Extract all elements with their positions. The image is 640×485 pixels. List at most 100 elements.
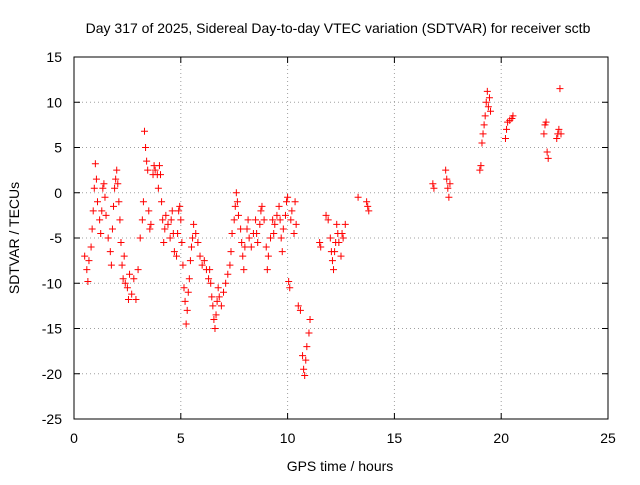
data-point [322,211,330,219]
data-point [183,306,191,314]
data-point [275,202,283,210]
data-point [198,261,206,269]
data-point [540,130,548,138]
data-point [253,229,261,237]
data-point [303,343,311,351]
data-point [81,252,89,260]
y-tick-label: -20 [42,366,62,382]
data-point [87,243,95,251]
data-point [430,184,438,192]
data-point [341,220,349,228]
data-point [240,266,248,274]
data-point [164,220,172,228]
data-point [338,229,346,237]
data-point [134,266,142,274]
data-point [85,257,93,265]
data-point [139,198,147,206]
data-point [168,207,176,215]
y-tick-label: 15 [46,49,62,65]
data-point [277,234,285,242]
data-point [119,275,127,283]
data-point [264,252,272,260]
data-point [252,216,260,224]
data-point [154,184,162,192]
data-point [176,202,184,210]
data-point [544,154,552,162]
data-point [231,202,239,210]
data-point [509,112,517,120]
data-point [501,134,509,142]
data-point [482,98,490,106]
data-point [285,277,293,285]
data-point [267,234,275,242]
data-point [178,239,186,247]
data-point [247,243,255,251]
x-tick-label: 15 [387,430,403,446]
data-point [483,87,491,95]
data-point [145,207,153,215]
data-point [296,306,304,314]
data-point [337,252,345,260]
data-point [209,302,217,310]
data-point [83,266,91,274]
data-point [227,248,235,256]
data-point [224,270,232,278]
data-point [128,290,136,298]
data-point [286,284,294,292]
data-point [278,248,286,256]
data-point [273,211,281,219]
data-point [205,275,213,283]
data-point [244,216,252,224]
y-tick-label: -15 [42,321,62,337]
data-point [91,160,99,168]
data-point [262,243,270,251]
data-point [288,207,296,215]
data-point [96,216,104,224]
data-point [88,225,96,233]
data-point [161,225,169,233]
y-axis-label: SDTVAR / TECUs [6,182,22,294]
x-tick-label: 5 [177,430,185,446]
data-point [194,239,202,247]
data-point [254,239,262,247]
chart-title: Day 317 of 2025, Sidereal Day-to-day VTE… [86,20,591,36]
data-point [291,198,299,206]
data-point [190,220,198,228]
data-point [157,171,165,179]
data-point [174,229,182,237]
data-point [210,315,218,323]
y-tick-label: -5 [50,230,63,246]
data-point [290,229,298,237]
grid-lines [74,57,608,419]
data-point [132,296,140,304]
data-point [126,270,134,278]
data-point [213,297,221,305]
data-point [121,279,129,287]
data-point [143,157,151,165]
data-point [200,257,208,265]
data-point [181,297,189,305]
data-point [130,275,138,283]
data-point [217,302,225,310]
data-point [97,229,105,237]
data-point [330,266,338,274]
data-point [316,239,324,247]
y-tick-label: 5 [54,140,62,156]
data-point [233,198,241,206]
data-point [207,279,215,287]
data-point [179,261,187,269]
data-point [212,311,220,319]
data-point [214,284,222,292]
data-point [477,162,485,170]
data-point [100,180,108,188]
data-point [84,277,92,285]
data-point [555,125,563,133]
data-point [166,234,174,242]
data-point [222,279,230,287]
data-point [479,130,487,138]
data-point [365,207,373,215]
data-point [485,94,493,102]
y-tick-label: -25 [42,411,62,427]
data-point [542,118,550,126]
